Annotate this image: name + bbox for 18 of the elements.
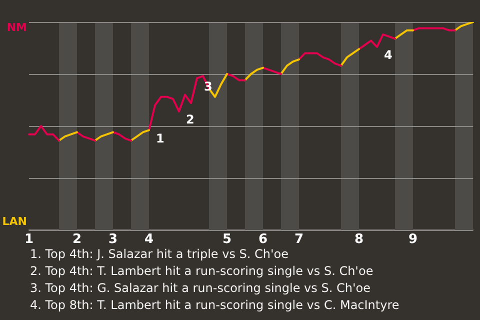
x-tick-label: 6 xyxy=(258,232,268,248)
x-tick-label: 2 xyxy=(72,232,82,248)
x-tick-label: 8 xyxy=(354,232,364,248)
x-tick-label: 5 xyxy=(222,232,232,248)
x-tick-label: 7 xyxy=(294,232,304,248)
x-tick-label: 4 xyxy=(144,232,154,248)
annotation: 2 xyxy=(186,112,194,127)
text: 3. Top 4th: G. Salazar hit a run-scoring single vs S. Ch'oe xyxy=(30,280,372,297)
text: 1. Top 4th: J. Salazar hit a triple vs S. Ch'oe xyxy=(30,246,290,263)
x-tick-label: 3 xyxy=(108,232,118,248)
x-tick-label: 1 xyxy=(24,232,34,248)
annotation: 1 xyxy=(156,131,164,146)
text: 2. Top 4th: T. Lambert hit a run-scoring single vs S. Ch'oe xyxy=(30,263,374,280)
text: 4. Top 8th: T. Lambert hit a run-scoring single vs C. MacIntyre xyxy=(30,297,400,314)
text: LAN xyxy=(2,214,27,228)
x-tick-label: 9 xyxy=(408,232,418,248)
text: NM xyxy=(6,20,27,34)
annotation: 4 xyxy=(384,48,392,62)
